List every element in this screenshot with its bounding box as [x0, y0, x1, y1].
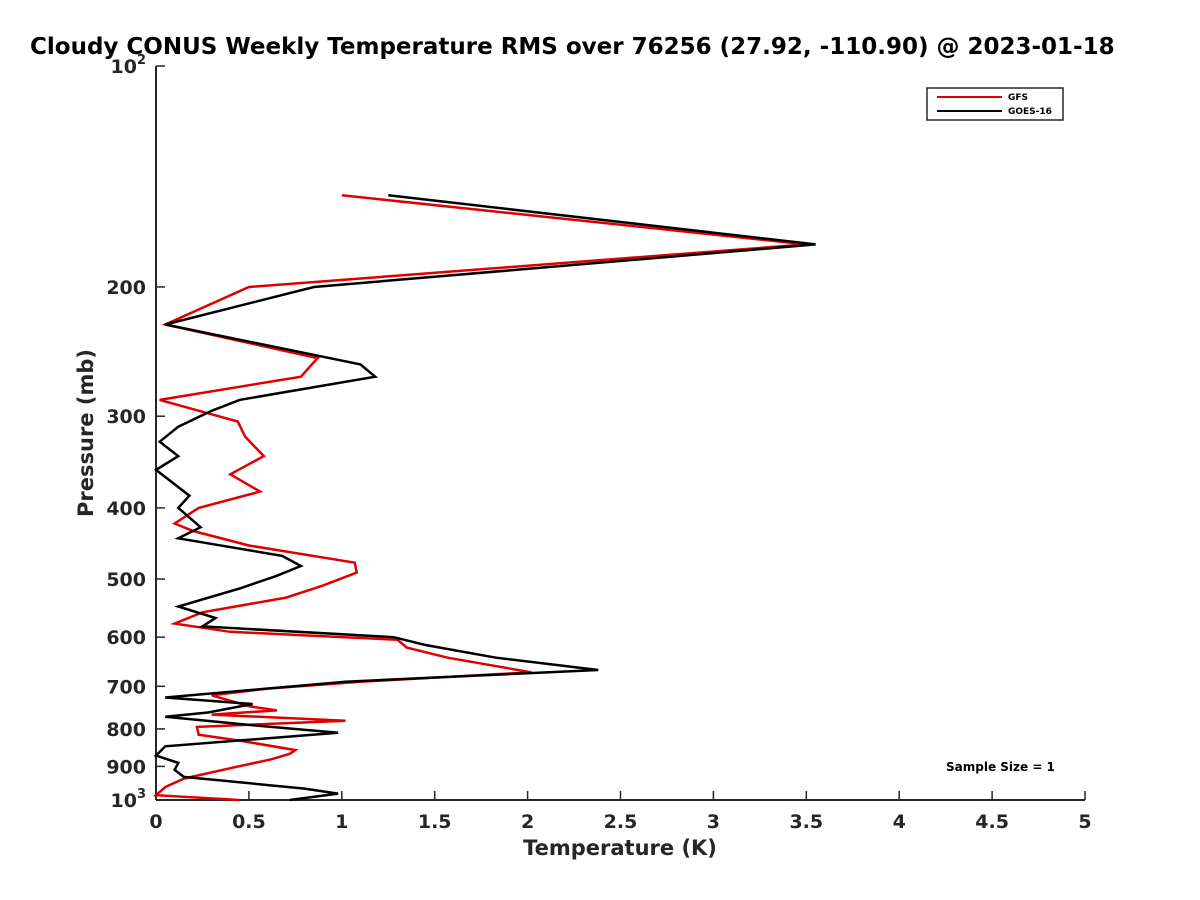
series-line-goes-16: [153, 194, 816, 802]
legend-label-gfs: GFS: [1008, 93, 1028, 103]
x-tick-label: 0.5: [232, 811, 266, 833]
legend-box: [926, 87, 1064, 121]
x-ticks: 0 0.5 1 1.5 2 2.5 3 3.5 4 4.5 5: [149, 791, 1092, 833]
x-tick-label: 1.5: [418, 811, 452, 833]
x-tick-label: 4.5: [975, 811, 1009, 833]
legend: GFS GOES-16: [926, 87, 1064, 121]
series-group: [152, 194, 816, 802]
x-tick-label: 2.5: [604, 811, 638, 833]
x-tick-label: 5: [1078, 811, 1091, 833]
x-tick-label: 4: [893, 811, 906, 833]
y-tick-label: 300: [106, 406, 146, 428]
y-tick-label: 102: [111, 53, 147, 78]
series-line-gfs: [152, 194, 807, 802]
y-tick-label: 200: [106, 277, 146, 299]
legend-label-goes16: GOES-16: [1008, 107, 1052, 117]
x-tick-label: 3.5: [789, 811, 823, 833]
x-tick-label: 1: [335, 811, 348, 833]
x-axis-label: Temperature (K): [523, 836, 717, 860]
y-tick-label: 600: [106, 627, 146, 649]
y-axis-label: Pressure (mb): [74, 349, 98, 517]
x-tick-label: 3: [707, 811, 720, 833]
y-tick-label: 900: [106, 756, 146, 778]
y-tick-label: 103: [111, 787, 147, 812]
y-tick-label: 500: [106, 569, 146, 591]
chart-title: Cloudy CONUS Weekly Temperature RMS over…: [30, 34, 1115, 60]
y-tick-label: 400: [106, 498, 146, 520]
y-tick-label: 700: [106, 676, 146, 698]
sample-size-annotation: Sample Size = 1: [946, 760, 1055, 774]
y-ticks: 102 200 300 400 500 600 700 800 900 103: [106, 53, 165, 812]
axes: [155, 66, 1085, 801]
x-tick-label: 0: [149, 811, 162, 833]
x-tick-label: 2: [521, 811, 534, 833]
y-tick-label: 800: [106, 719, 146, 741]
